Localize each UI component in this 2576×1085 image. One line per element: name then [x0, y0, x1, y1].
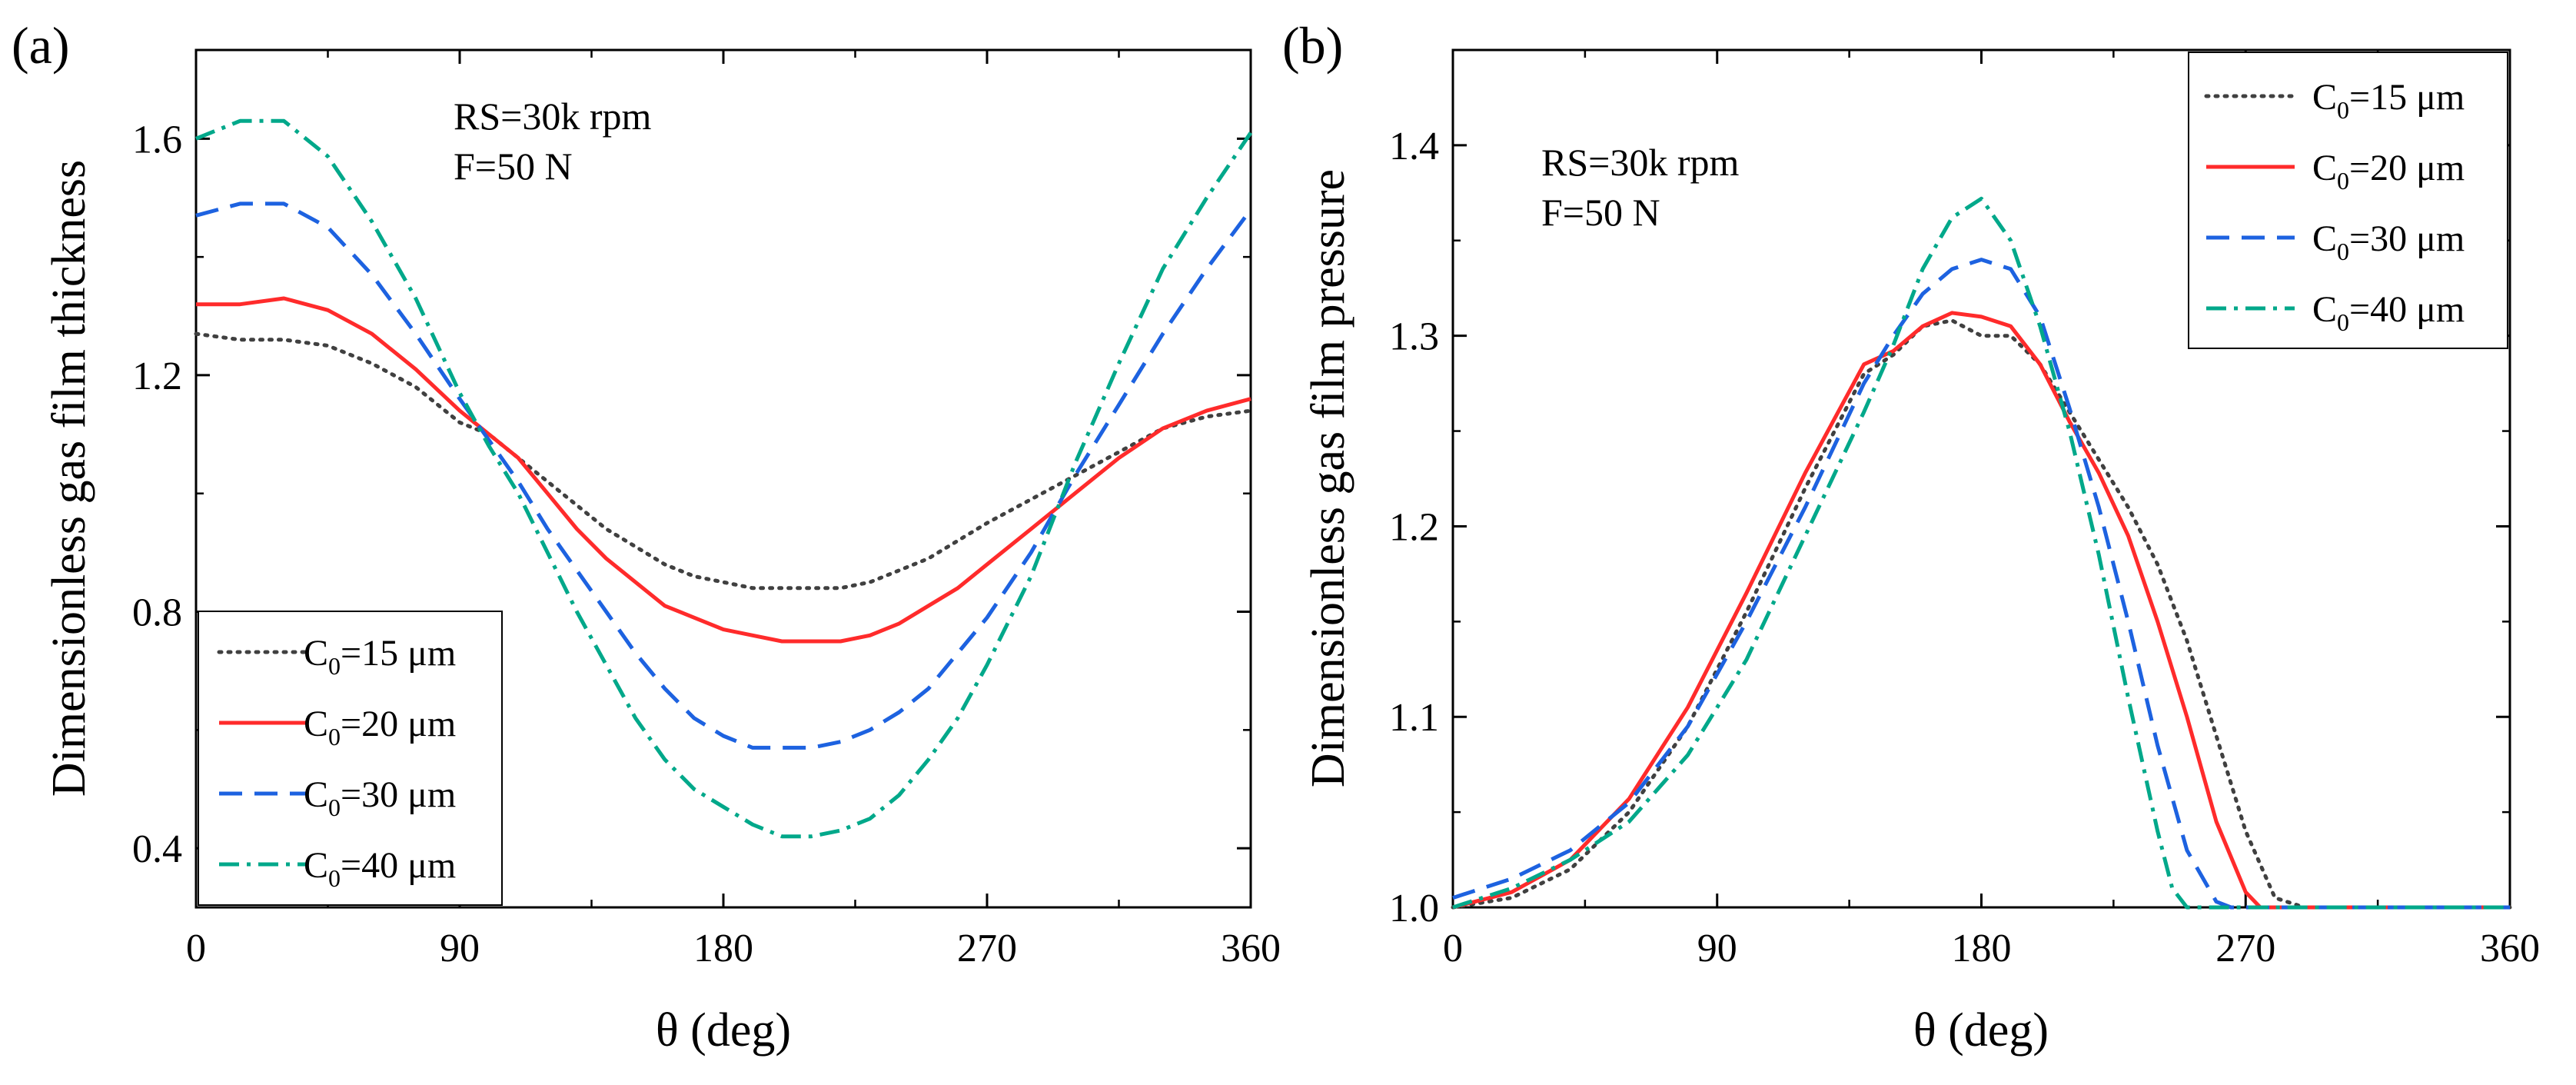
series-line [1452, 258, 2510, 910]
legend-label: C0=30 μm [304, 774, 456, 821]
series-line [1452, 311, 2510, 910]
y-tick-label: 1.4 [1389, 125, 1439, 168]
series-line [195, 118, 1253, 839]
panel-a: (a) 0 90 180 270 360 0.4 0.8 1.2 1.6 Dimensionle… [12, 16, 1281, 1057]
legend-label: C0=40 μm [304, 845, 456, 892]
legend-box-b [2188, 52, 2508, 349]
x-tick-label: 180 [693, 927, 753, 970]
x-tick-label: 270 [957, 927, 1017, 970]
x-tick-label: 90 [1697, 927, 1737, 970]
panel-label-a: (a) [12, 16, 69, 75]
annotation-b-line1: RS=30k rpm [1541, 141, 1740, 184]
y-tick-label: 1.0 [1389, 887, 1439, 930]
y-tick-label: 1.2 [1389, 505, 1439, 549]
series-lines-a [194, 118, 1253, 839]
x-tick-label: 360 [1221, 927, 1281, 970]
series-line [196, 296, 1251, 644]
xlabel-a: θ (deg) [656, 1004, 791, 1057]
legend-label: C0=15 μm [304, 633, 456, 680]
y-tick-label: 1.2 [132, 354, 182, 398]
panel-b: (b) 0 90 180 270 360 1.0 1.1 1.2 1.3 1.4 Dimensio… [1282, 16, 2540, 1057]
panel-label-b: (b) [1282, 16, 1343, 75]
legend-label: C0=40 μm [2312, 289, 2465, 336]
series-lines-b [1451, 196, 2512, 910]
legend-label: C0=15 μm [2312, 77, 2465, 124]
series-line [194, 331, 1253, 591]
x-tick-label: 270 [2215, 927, 2275, 970]
legend-label: C0=20 μm [304, 704, 456, 751]
y-tick-label: 1.1 [1389, 696, 1439, 740]
annotation-a-line2: F=50 N [454, 145, 573, 188]
annotation-a-line1: RS=30k rpm [454, 95, 652, 138]
axis-ticks-a: 0 90 180 270 360 0.4 0.8 1.2 1.6 [132, 50, 1281, 970]
legend-label: C0=20 μm [2312, 148, 2465, 195]
legend-label: C0=30 μm [2312, 218, 2465, 265]
series-line [195, 201, 1253, 750]
ylabel-b: Dimensionless gas film pressure [1302, 169, 1354, 787]
legend-box-a [198, 611, 503, 906]
annotation-b-line2: F=50 N [1541, 191, 1660, 234]
x-tick-label: 180 [1952, 927, 2012, 970]
legend-a: C0=15 μm C0=20 μm C0=30 μm C0=40 μm [217, 633, 456, 892]
legend-b: C0=15 μm C0=20 μm C0=30 μm C0=40 μm [2204, 77, 2465, 336]
series-line [1452, 196, 2510, 910]
ylabel-a: Dimensionless gas film thickness [43, 160, 95, 797]
x-tick-label: 90 [440, 927, 480, 970]
y-tick-label: 1.6 [132, 118, 182, 161]
y-tick-label: 0.4 [132, 827, 182, 871]
x-tick-label: 0 [186, 927, 206, 970]
xlabel-b: θ (deg) [1913, 1004, 2049, 1057]
x-tick-label: 360 [2480, 927, 2540, 970]
x-tick-label: 0 [1443, 927, 1463, 970]
y-tick-label: 1.3 [1389, 315, 1439, 359]
y-tick-label: 0.8 [132, 591, 182, 635]
